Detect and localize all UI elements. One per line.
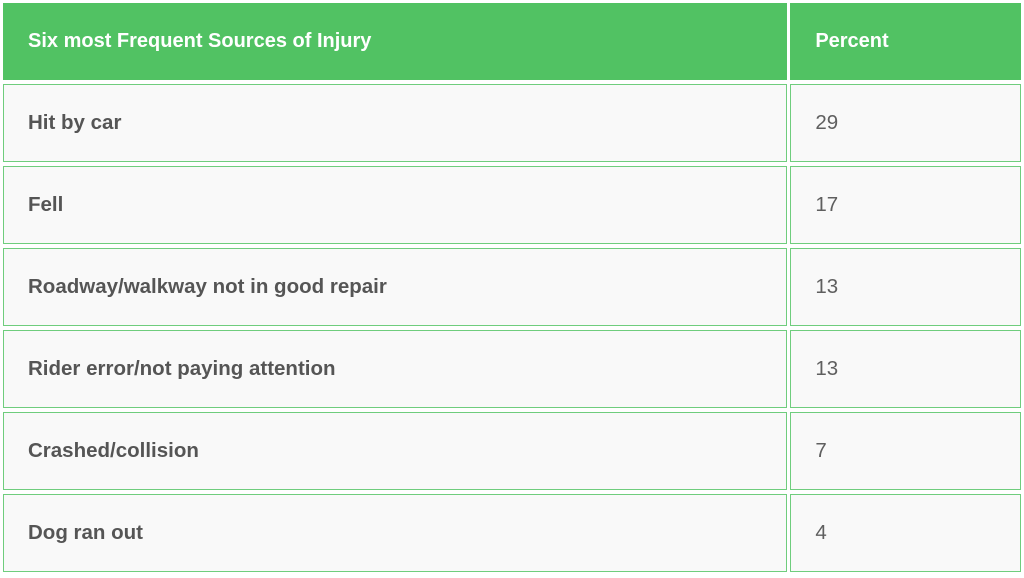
percent-cell: 13 [790, 330, 1021, 408]
table-row: Fell 17 [3, 166, 1021, 244]
source-cell: Hit by car [3, 84, 788, 162]
percent-cell: 29 [790, 84, 1021, 162]
column-header-percent: Percent [790, 3, 1021, 80]
table-row: Dog ran out 4 [3, 494, 1021, 572]
percent-cell: 7 [790, 412, 1021, 490]
percent-cell: 13 [790, 248, 1021, 326]
source-cell: Rider error/not paying attention [3, 330, 788, 408]
source-cell: Dog ran out [3, 494, 788, 572]
table-row: Hit by car 29 [3, 84, 1021, 162]
table-row: Roadway/walkway not in good repair 13 [3, 248, 1021, 326]
table-header-row: Six most Frequent Sources of Injury Perc… [3, 3, 1021, 80]
percent-cell: 17 [790, 166, 1021, 244]
source-cell: Roadway/walkway not in good repair [3, 248, 788, 326]
source-cell: Fell [3, 166, 788, 244]
column-header-source: Six most Frequent Sources of Injury [3, 3, 788, 80]
table-row: Rider error/not paying attention 13 [3, 330, 1021, 408]
percent-cell: 4 [790, 494, 1021, 572]
source-cell: Crashed/collision [3, 412, 788, 490]
table-row: Crashed/collision 7 [3, 412, 1021, 490]
